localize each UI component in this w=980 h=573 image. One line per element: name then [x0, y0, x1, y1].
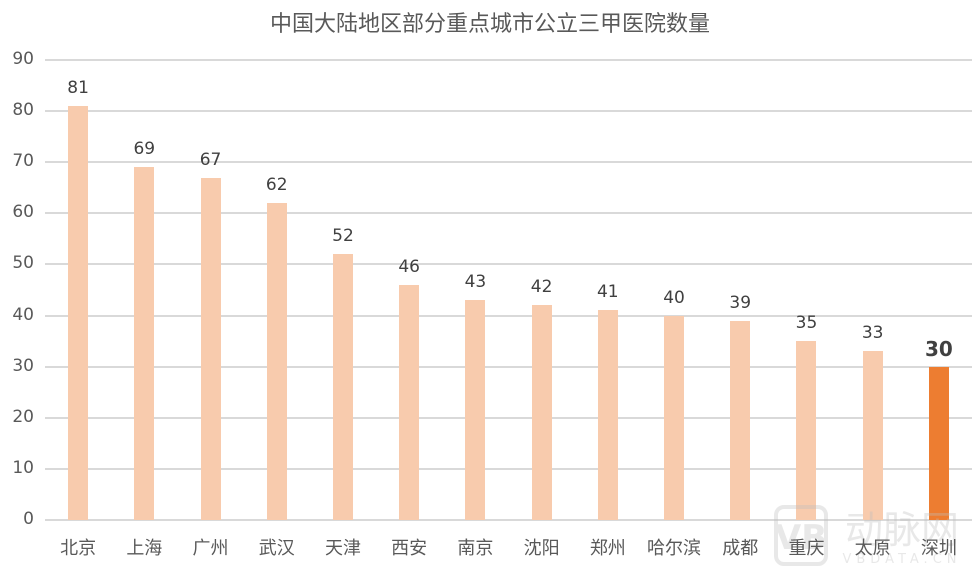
- value-label: 33: [861, 323, 884, 344]
- bar-成都: [730, 320, 751, 520]
- x-tick-label: 成都: [722, 538, 759, 559]
- value-label: 67: [199, 149, 222, 170]
- value-label: 52: [332, 226, 354, 247]
- x-tick-label: 上海: [126, 538, 163, 559]
- value-label: 42: [530, 277, 553, 298]
- gridline: [45, 110, 972, 113]
- bar-哈尔滨: [664, 315, 685, 520]
- x-tick-label: 西安: [391, 538, 428, 559]
- plot-area: 81 69 67 62 52 46 43 42 41 40 39 35 33 30: [45, 59, 972, 521]
- bar-南京: [465, 300, 486, 520]
- gridline: [45, 519, 972, 521]
- gridline: [45, 59, 972, 62]
- gridline: [45, 263, 972, 266]
- bar-深圳: [928, 366, 949, 520]
- y-tick-label: 50: [12, 253, 34, 274]
- value-label: 46: [398, 256, 420, 277]
- x-tick-label: 天津: [324, 538, 361, 559]
- y-tick-label: 20: [12, 406, 34, 427]
- svg-text:动脉网: 动脉网: [845, 508, 959, 552]
- value-label: 43: [464, 272, 487, 293]
- svg-text:VB: VB: [775, 518, 827, 558]
- value-label: 69: [133, 139, 156, 160]
- y-tick-label: 60: [12, 202, 34, 223]
- bar-沈阳: [531, 305, 552, 520]
- x-tick-label: 南京: [457, 538, 494, 559]
- gridline: [45, 416, 972, 419]
- gridline: [45, 212, 972, 215]
- watermark-logo: VB 动脉网 VBDATA.CN: [774, 505, 961, 567]
- value-label: 62: [265, 175, 288, 196]
- bar-郑州: [597, 310, 618, 520]
- value-label: 35: [795, 313, 818, 334]
- bar-北京: [68, 106, 89, 520]
- bar-西安: [399, 284, 420, 520]
- value-label: 30: [924, 336, 953, 361]
- value-label: 40: [663, 287, 685, 308]
- y-tick-label: 70: [12, 151, 34, 172]
- bar-上海: [134, 167, 155, 520]
- y-tick-label: 40: [12, 304, 34, 325]
- x-tick-label: 武汉: [258, 538, 295, 559]
- x-tick-label: 太原: [854, 538, 891, 559]
- gridline: [45, 365, 972, 368]
- gridline: [45, 161, 972, 164]
- x-tick-label: 郑州: [589, 538, 626, 559]
- bar-太原: [862, 351, 883, 520]
- value-label: 41: [596, 282, 619, 303]
- x-tick-label: 广州: [192, 538, 229, 559]
- bar-重庆: [796, 341, 817, 520]
- x-tick-label: 重庆: [788, 538, 825, 559]
- gridline: [45, 314, 972, 317]
- gridline: [45, 467, 972, 470]
- y-tick-label: 30: [12, 355, 34, 376]
- x-tick-label: 北京: [60, 538, 97, 559]
- x-tick-label: 深圳: [920, 538, 957, 559]
- bar-天津: [332, 254, 353, 520]
- x-tick-label: 沈阳: [523, 538, 560, 559]
- y-tick-label: 90: [12, 49, 34, 69]
- svg-text:VBDATA.CN: VBDATA.CN: [842, 552, 961, 567]
- x-tick-label: 哈尔滨: [647, 538, 702, 559]
- y-tick-label: 0: [23, 509, 34, 529]
- y-tick-label: 80: [12, 100, 34, 121]
- bar-武汉: [266, 203, 287, 520]
- chart-title: 中国大陆地区部分重点城市公立三甲医院数量: [269, 12, 710, 37]
- value-label: 81: [67, 78, 89, 98]
- bar-广州: [200, 177, 221, 520]
- y-tick-label: 10: [12, 457, 34, 478]
- value-label: 39: [729, 292, 752, 313]
